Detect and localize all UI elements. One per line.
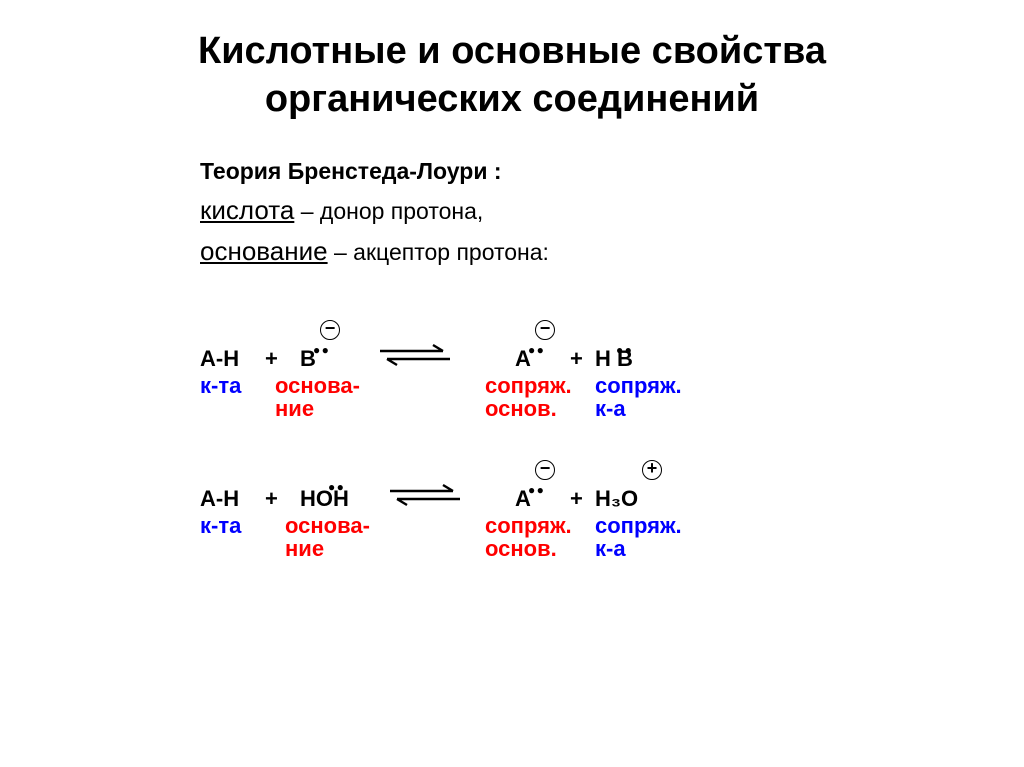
eq1-plus2: + [570,346,583,371]
eq2-lbl-HB2: к-а [595,536,626,561]
eq2-H3O: H₃O [595,486,638,511]
definitions: Теория Бренстеда-Лоури : кислота – донор… [200,153,1024,273]
equation-2: A-H + HOH ● ● A ● ● − + H₃O + к-та основ… [200,458,820,578]
eq2-plus2: + [570,486,583,511]
lone-pair-icon: ● ● [528,483,543,497]
acid-line: кислота – донор протона, [200,190,1024,232]
base-line: основание – акцептор протона: [200,231,1024,273]
slide: Кислотные и основные свойства органическ… [0,0,1024,767]
eq2-lbl-B1: основа- [285,513,370,538]
eq2-lbl-B2: ние [285,536,324,561]
minus-charge-icon: − [320,320,340,340]
eq1-AH: A-H [200,346,239,371]
eq1-lbl-AH: к-та [200,373,241,398]
eq1-lbl-A1: сопряж. [485,373,572,398]
lone-pair-icon: ● ● [616,343,631,357]
title-line1: Кислотные и основные свойства [198,30,826,72]
theory-line: Теория Бренстеда-Лоури : [200,153,1024,190]
eq1-lbl-HB1: сопряж. [595,373,682,398]
acid-word: кислота [200,195,294,225]
eq2-plus1: + [265,486,278,511]
eq2-lbl-A2: основ. [485,536,557,561]
title-line2: органических соединений [265,78,759,120]
lone-pair-icon: ● ● [528,343,543,357]
base-def: – акцептор протона: [328,239,549,265]
eq1-lbl-B1: основа- [275,373,360,398]
plus-charge-icon: + [642,460,662,480]
eq1-lbl-A2: основ. [485,396,557,421]
lone-pair-icon: ● ● [313,343,328,357]
eq2-lbl-A1: сопряж. [485,513,572,538]
eq1-plus1: + [265,346,278,371]
eq1-lbl-B2: ние [275,396,314,421]
eq2-lbl-AH: к-та [200,513,241,538]
equilibrium-arrow-icon [375,342,455,368]
equation-1: A-H + B ● ● − A ● ● − + H B ● ● к-та осн… [200,318,820,438]
lone-pair-icon: ● ● [328,480,343,494]
slide-title: Кислотные и основные свойства органическ… [0,0,1024,123]
minus-charge-icon: − [535,460,555,480]
eq2-AH: A-H [200,486,239,511]
minus-charge-icon: − [535,320,555,340]
eq1-lbl-HB2: к-а [595,396,626,421]
base-word: основание [200,236,328,266]
acid-def: – донор протона, [294,198,483,224]
eq2-lbl-HB1: сопряж. [595,513,682,538]
equilibrium-arrow-icon [385,482,465,508]
